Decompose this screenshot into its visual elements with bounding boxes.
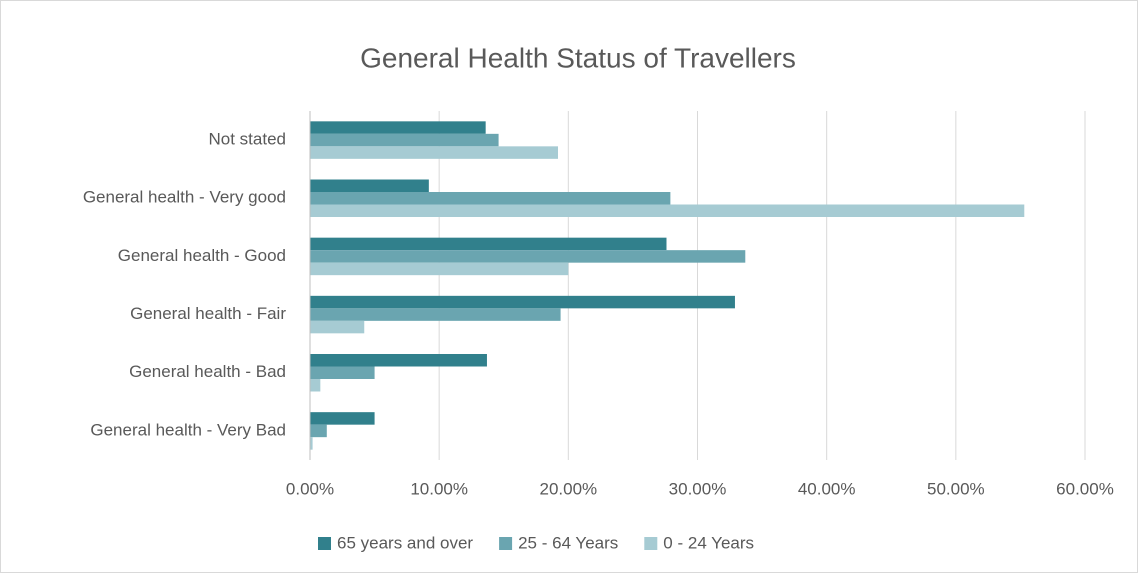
bar [310, 366, 375, 379]
y-tick-label: Not stated [209, 130, 287, 149]
bar [310, 146, 558, 159]
legend-label: 65 years and over [337, 533, 473, 552]
bar [310, 133, 499, 147]
legend-label: 25 - 64 Years [518, 533, 618, 552]
bar [310, 354, 487, 367]
bar [310, 262, 569, 276]
y-tick-label: General health - Bad [129, 362, 286, 381]
bar [310, 295, 735, 309]
legend-label: 0 - 24 Years [663, 533, 754, 552]
y-tick-label: General health - Very Bad [90, 420, 286, 439]
x-tick-label: 60.00% [1056, 479, 1114, 498]
legend-swatch [318, 537, 331, 550]
bar [310, 308, 561, 321]
legend-swatch [644, 537, 658, 550]
bar [310, 379, 321, 392]
x-tick-label: 10.00% [410, 479, 468, 498]
bar [310, 412, 375, 425]
bar [310, 179, 429, 192]
x-tick-label: 50.00% [927, 479, 985, 498]
y-tick-label: General health - Fair [130, 304, 286, 323]
y-tick-label: General health - Very good [83, 188, 286, 207]
bar [310, 121, 486, 134]
x-tick-label: 40.00% [798, 479, 856, 498]
bar [310, 192, 671, 205]
bar [310, 250, 746, 263]
bar [310, 437, 313, 450]
x-tick-label: 30.00% [669, 479, 727, 498]
x-tick-label: 20.00% [539, 479, 597, 498]
y-tick-label: General health - Good [118, 246, 286, 265]
x-tick-label: 0.00% [286, 479, 334, 498]
bar [310, 320, 365, 334]
bar [310, 204, 1025, 217]
legend-swatch [499, 537, 513, 550]
bar [310, 237, 667, 251]
bar [310, 424, 327, 438]
chart-title: General Health Status of Travellers [360, 42, 796, 73]
